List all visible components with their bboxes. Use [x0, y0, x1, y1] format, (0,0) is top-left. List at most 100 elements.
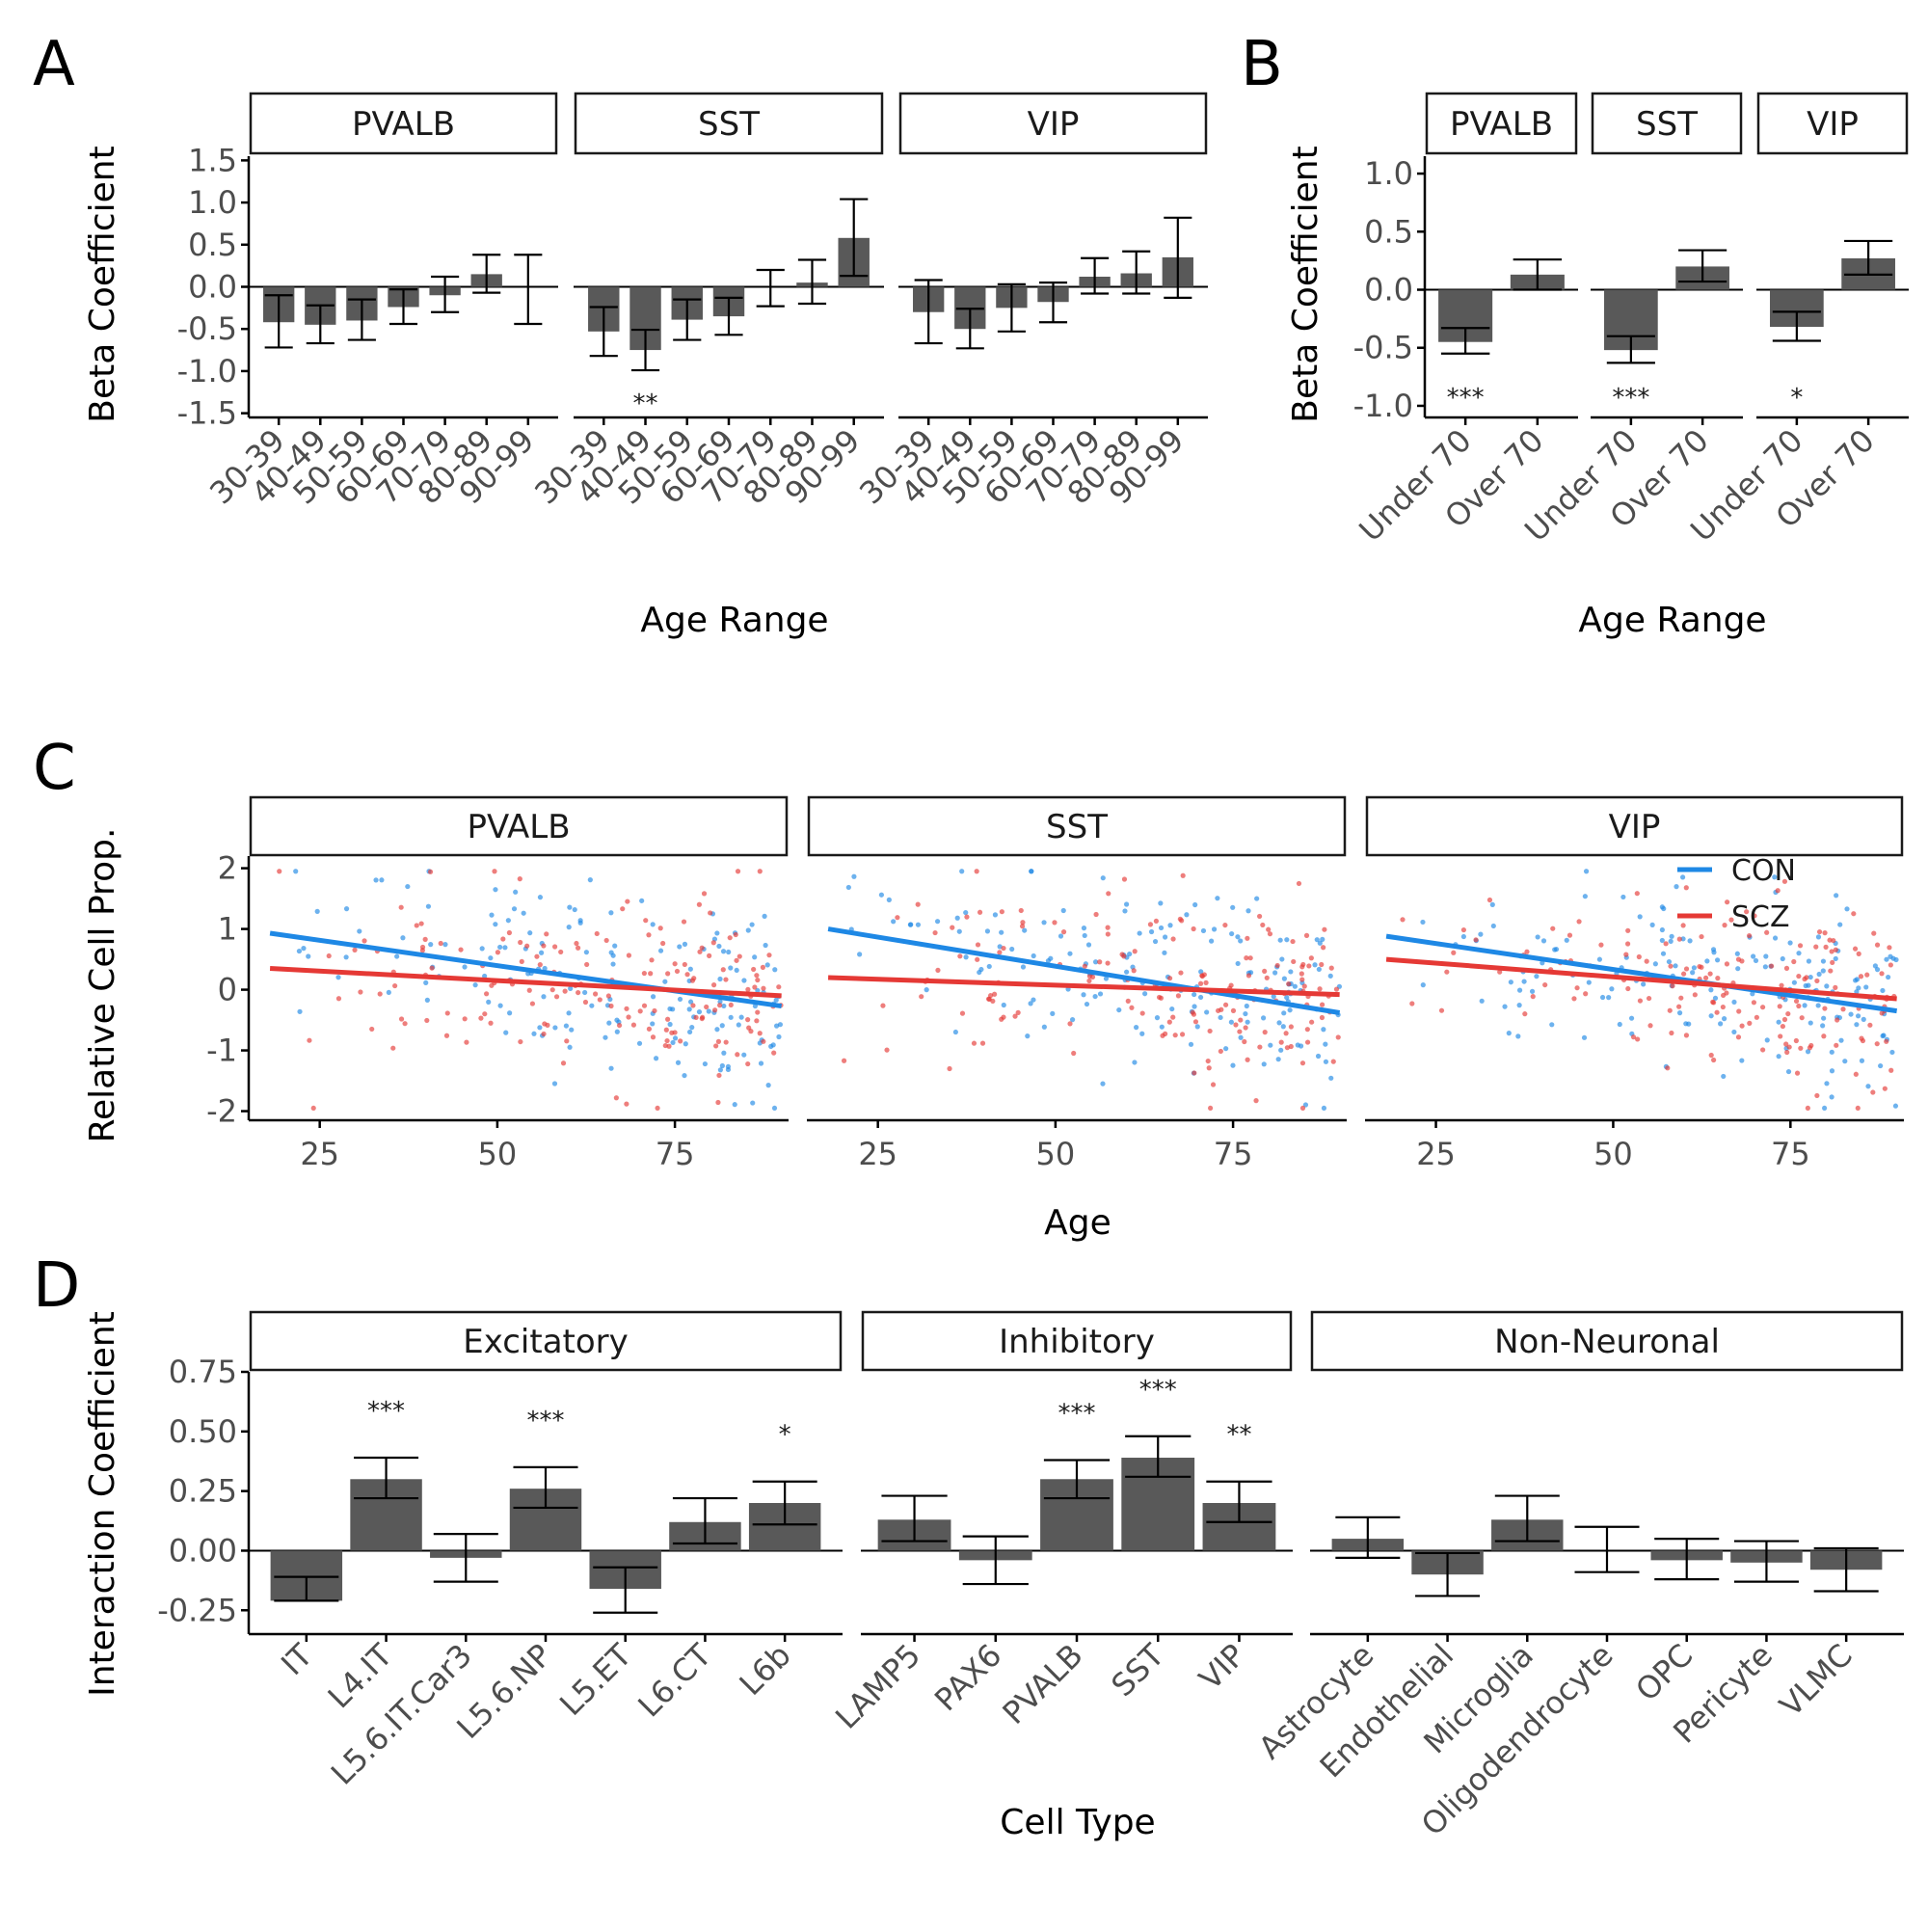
- panel-c-point-con: [1507, 1031, 1512, 1035]
- panel-c-point-scz: [1262, 969, 1267, 974]
- panel-c-point-scz: [563, 989, 568, 994]
- panel-c-point-scz: [1711, 1000, 1716, 1005]
- panel-c-point-scz: [336, 996, 341, 1001]
- panel-c-point-con: [1281, 1010, 1286, 1015]
- panel-c-point-con: [564, 1023, 569, 1028]
- panel-c-point-con: [552, 1025, 557, 1030]
- panel-c-point-con: [1830, 1094, 1834, 1099]
- panel-c-point-scz: [1244, 1025, 1248, 1030]
- panel-d-y-tick-label: 0.75: [169, 1354, 237, 1390]
- panel-c-point-con: [682, 1073, 686, 1078]
- panel-c-point-con: [916, 923, 921, 927]
- panel-c-point-scz: [1782, 1017, 1787, 1022]
- panel-c-point-con: [759, 1060, 763, 1065]
- panel-c-point-con: [1029, 869, 1033, 873]
- panel-c-point-scz: [1260, 923, 1265, 927]
- panel-c-point-con: [1134, 1025, 1138, 1030]
- panel-c-point-con: [1031, 953, 1036, 958]
- panel-c-point-con: [687, 1006, 692, 1011]
- panel-c-point-con: [1802, 1003, 1807, 1007]
- panel-c-point-con: [1159, 926, 1164, 930]
- panel-c-point-con: [651, 994, 656, 999]
- panel-c-point-con: [387, 990, 391, 995]
- panel-c-point-scz: [1808, 1045, 1812, 1050]
- panel-d-strip-label-non-neuronal: Non-Neuronal: [1494, 1323, 1720, 1361]
- panel-c-point-scz: [627, 953, 631, 957]
- panel-c-point-con: [688, 967, 693, 972]
- panel-c-point-scz: [1304, 933, 1309, 938]
- panel-c-point-con: [588, 877, 593, 882]
- panel-c-point-con: [1517, 988, 1522, 993]
- panel-c-point-con: [497, 945, 502, 950]
- panel-c-point-scz: [1071, 1051, 1076, 1056]
- panel-c-point-con: [1502, 1005, 1507, 1009]
- panel-c-point-scz: [500, 936, 505, 941]
- panel-c-point-con: [1195, 1024, 1200, 1029]
- panel-c-point-con: [1192, 992, 1196, 997]
- panel-c-point-con: [1838, 1038, 1843, 1043]
- panel-c-point-con: [1853, 978, 1858, 982]
- panel-d-x-tick-label-lamp5: LAMP5: [828, 1637, 927, 1736]
- panel-c-point-con: [1830, 1068, 1834, 1073]
- panel-d-x-tick-label-opc: OPC: [1628, 1637, 1700, 1708]
- panel-c-x-axis-title: Age: [1044, 1203, 1111, 1243]
- panel-c-point-scz: [1237, 1029, 1242, 1033]
- panel-c-point-scz: [1290, 939, 1295, 944]
- panel-c-point-con: [1822, 1106, 1827, 1111]
- panel-c-point-scz: [1265, 976, 1270, 980]
- panel-c-point-con: [1530, 989, 1535, 994]
- panel-c-point-con: [1660, 904, 1665, 909]
- panel-letter-b: B: [1241, 29, 1283, 100]
- panel-c-point-scz: [693, 1015, 698, 1020]
- panel-c-point-con: [1653, 961, 1658, 966]
- panel-c-point-scz: [1645, 959, 1649, 964]
- panel-c-point-con: [1690, 970, 1695, 975]
- panel-c-point-scz: [1167, 976, 1172, 980]
- panel-c-point-con: [891, 919, 896, 924]
- panel-c-point-scz: [716, 1073, 721, 1078]
- panel-c-point-scz: [975, 957, 979, 962]
- panel-c-point-scz: [1140, 1010, 1145, 1015]
- panel-c-point-scz: [1000, 909, 1004, 914]
- panel-c-point-con: [654, 1056, 658, 1060]
- panel-c-point-scz: [1664, 941, 1669, 946]
- panel-c-point-con: [569, 1028, 574, 1033]
- panel-c-point-scz: [712, 1007, 717, 1012]
- panel-c-point-con: [726, 1067, 731, 1072]
- panel-c-point-con: [1201, 928, 1206, 933]
- panel-c-point-con: [1204, 1009, 1209, 1014]
- panel-d-significance-excitatory-l4-it: ***: [367, 1397, 405, 1426]
- panel-c-point-scz: [307, 1038, 311, 1043]
- panel-c-point-con: [763, 914, 767, 919]
- panel-c-point-con: [1276, 1020, 1281, 1025]
- panel-c-point-scz: [1794, 1038, 1799, 1043]
- panel-c-point-scz: [980, 1041, 985, 1046]
- panel-c-point-scz: [624, 1102, 629, 1107]
- panel-c-point-con: [1777, 1020, 1781, 1025]
- panel-c-point-scz: [478, 1016, 483, 1021]
- panel-c-point-con: [541, 994, 546, 999]
- panel-c-point-scz: [1090, 975, 1095, 979]
- panel-c-point-con: [1158, 900, 1163, 905]
- panel-c-point-scz: [1020, 924, 1025, 928]
- panel-c-point-scz: [1173, 1033, 1178, 1037]
- panel-c-point-scz: [1736, 1008, 1741, 1013]
- panel-c-point-con: [887, 898, 892, 902]
- panel-d-x-tick-label-sst: SST: [1104, 1636, 1171, 1704]
- panel-c-point-con: [1777, 1054, 1781, 1059]
- panel-c-point-con: [1773, 935, 1778, 940]
- panel-c-point-scz: [1286, 981, 1291, 986]
- panel-c-point-con: [1238, 938, 1243, 943]
- panel-c-point-con: [1677, 1010, 1682, 1015]
- panel-c-point-con: [462, 964, 467, 969]
- panel-c-point-scz: [1857, 952, 1861, 956]
- panel-c-point-con: [1709, 1013, 1714, 1018]
- panel-c-point-scz: [737, 953, 742, 958]
- panel-c-point-scz: [665, 971, 670, 976]
- panel-c-point-con: [750, 1100, 755, 1105]
- panel-c-point-scz: [734, 932, 738, 937]
- panel-c-point-scz: [1724, 990, 1728, 995]
- panel-c-point-scz: [754, 973, 759, 978]
- panel-c-point-con: [1821, 958, 1826, 963]
